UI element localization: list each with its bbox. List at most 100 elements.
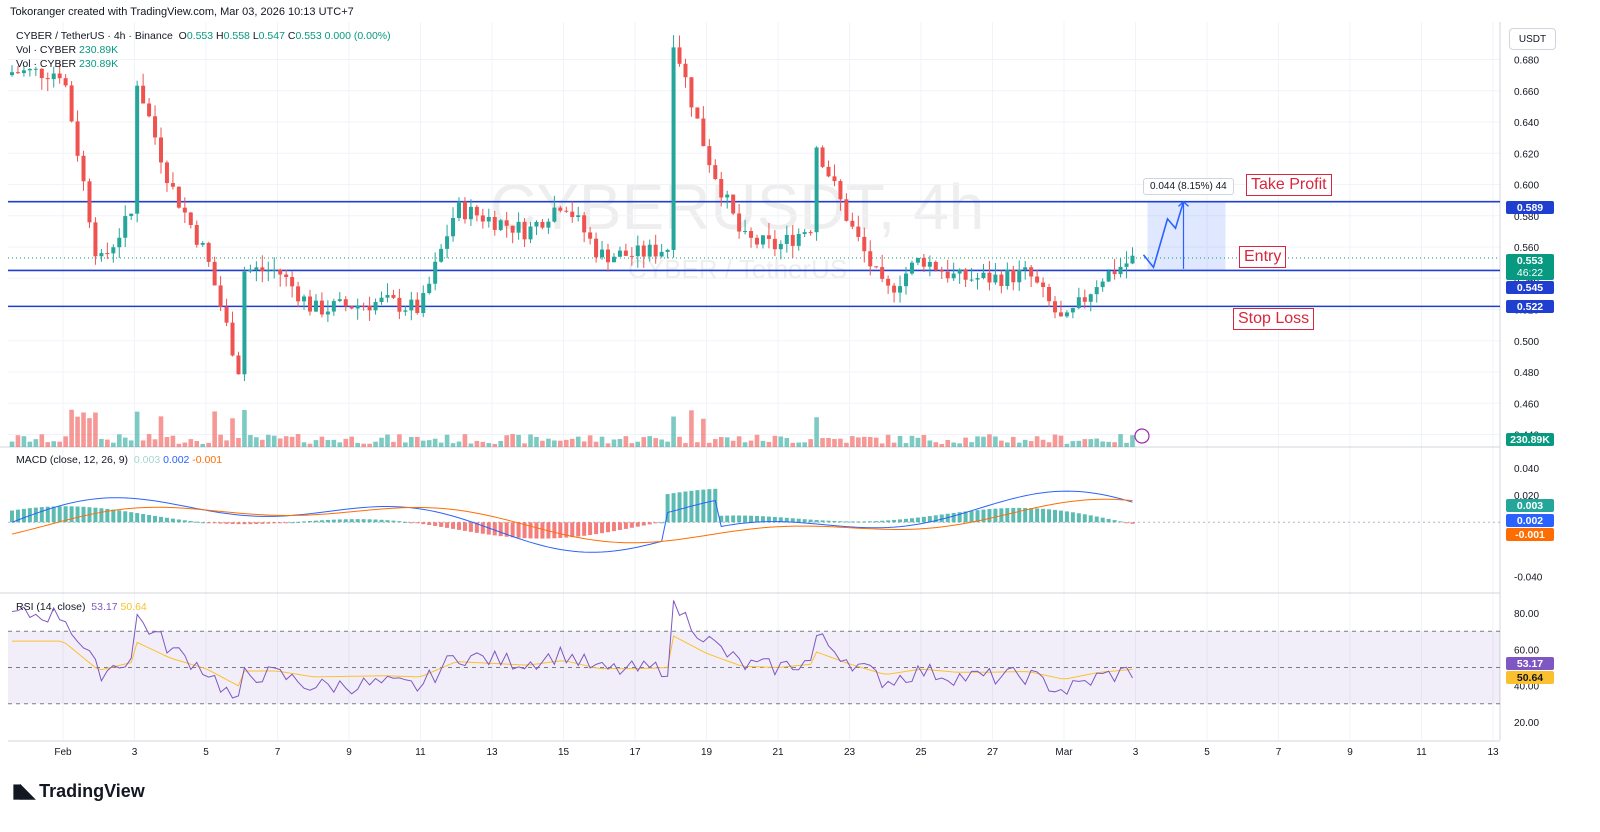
volume-value: 230.89K [79,58,119,70]
macd-histogram-bar [391,520,396,523]
candle-body [1118,266,1123,275]
macd-histogram-bar [993,508,998,523]
macd-histogram-bar [600,522,605,534]
macd-histogram-bar [677,492,682,523]
candle-body [898,286,903,293]
candle-body [194,225,199,245]
volume-bar [176,443,182,447]
macd-histogram-bar [319,520,324,523]
candle-body [552,207,557,222]
rsi-legend[interactable]: RSI (14, close) 53.17 50.64 [16,601,147,613]
volume-tag: 230.89K [1506,433,1554,446]
macd-histogram-bar [796,518,801,523]
volume-legend-2[interactable]: Vol · CYBER 230.89K [16,58,118,71]
volume-bar [1100,441,1105,447]
macd-histogram-bar [838,521,843,523]
macd-histogram-bar [695,490,700,523]
macd-histogram-bar [337,519,342,523]
macd-histogram-bar [1088,515,1093,523]
volume-bar [39,434,45,447]
volume-bar [1028,441,1034,447]
stop-loss-label[interactable]: Stop Loss [1233,308,1315,330]
macd-histogram-bar [379,519,384,523]
volume-bar [1094,438,1100,447]
volume-bar [1130,435,1135,447]
macd-histogram-bar [933,515,938,523]
candle-body [921,257,926,267]
candle-body [874,266,879,268]
volume-bar [945,439,951,447]
volume-bar [224,440,229,447]
high-value: 0.558 [223,30,250,42]
volume-bar [522,443,527,447]
volume-bar [736,436,742,447]
volume-bar [200,443,206,447]
volume-bar [742,442,748,447]
candle-body [629,255,634,257]
candle-body [1112,270,1117,275]
entry-label[interactable]: Entry [1239,246,1287,268]
macd-histogram-bar [290,522,295,524]
volume-bar [689,410,694,447]
volume-bar [265,434,271,447]
macd-histogram-bar [743,515,748,523]
candle-body [468,206,473,220]
candle-body [868,251,873,267]
macd-tick-label: -0.040 [1514,573,1543,584]
volume-bar [254,437,259,447]
candle-body [653,244,658,257]
candle-body [159,137,163,163]
time-tick-label: 19 [701,747,713,758]
macd-histogram-bar [224,522,229,524]
take-profit-label[interactable]: Take Profit [1246,174,1332,196]
volume-bar [724,437,730,447]
macd-histogram-bar [516,522,521,538]
macd-histogram-bar [10,510,14,523]
candle-body [504,220,509,226]
volume-bar [838,438,843,447]
volume-bar [379,437,384,447]
candle-body [945,271,950,279]
candle-body [796,233,801,246]
volume-bar [170,435,176,447]
currency-button[interactable]: USDT [1509,28,1556,50]
candle-body [611,256,616,263]
price-tick-label: 0.620 [1514,149,1539,160]
candle-body [856,226,861,237]
time-tick-label: 13 [1487,747,1499,758]
volume-bar [808,439,813,447]
candle-body [617,250,622,257]
macd-histogram-bar [707,489,712,523]
volume-bar [683,443,688,447]
macd-histogram-bar [1112,520,1117,523]
volume-bar [540,440,545,447]
volume-bar [1052,434,1058,447]
volume-legend-1[interactable]: Vol · CYBER 230.89K [16,44,118,57]
candle-body [963,269,968,280]
macd-histogram-bar [504,522,509,537]
macd-histogram-bar [755,515,759,523]
volume-bar [671,416,676,447]
tradingview-logo[interactable]: ▮◣ TradingView [12,780,145,803]
macd-hist-tag: 0.003 [1506,499,1554,512]
macd-histogram-bar [1017,507,1022,523]
volume-bar [957,443,962,447]
volume-bar [212,411,217,447]
candle-body [546,221,551,228]
volume-bar [140,440,146,447]
macd-histogram-bar [111,509,116,523]
macd-histogram-bar [403,521,408,523]
measure-label[interactable]: 0.044 (8.15%) 44 [1143,178,1234,195]
candle-body [63,78,68,86]
macd-histogram-bar [635,522,640,527]
price-tick-label: 0.600 [1514,181,1539,192]
author-credit: Tokoranger created with TradingView.com,… [10,6,354,18]
macd-histogram-bar [69,506,74,523]
bar-countdown: 46:22 [1516,267,1544,279]
macd-histogram-bar [784,517,789,523]
candle-body [850,220,855,227]
macd-legend[interactable]: MACD (close, 12, 26, 9) 0.003 0.002 -0.0… [16,454,222,466]
volume-bar [569,438,575,447]
macd-histogram-bar [760,516,765,523]
